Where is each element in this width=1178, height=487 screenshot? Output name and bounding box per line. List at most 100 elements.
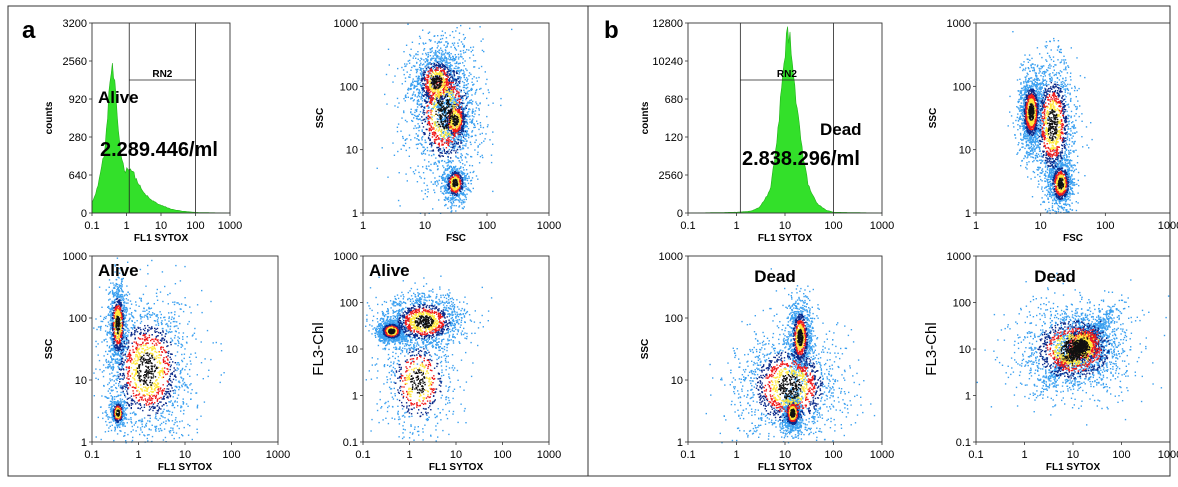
scatter-point [488, 89, 489, 90]
scatter-point [180, 280, 181, 281]
scatter-point [426, 69, 427, 70]
scatter-point [428, 154, 429, 155]
scatter-point [450, 64, 451, 65]
scatter-point [143, 308, 144, 309]
scatter-point [195, 352, 196, 353]
scatter-point [446, 75, 447, 76]
scatter-point [178, 332, 179, 333]
scatter-point [438, 50, 439, 51]
scatter-point [441, 56, 442, 57]
scatter-point [155, 416, 156, 417]
scatter-point [447, 156, 448, 157]
scatter-point [462, 96, 463, 97]
scatter-point [163, 317, 164, 318]
scatter-point [414, 65, 415, 66]
scatter-point [447, 96, 448, 97]
scatter-point [452, 56, 453, 57]
scatter-point [440, 85, 441, 86]
scatter-point [440, 101, 441, 102]
scatter-point [463, 199, 464, 200]
scatter-point [418, 92, 419, 93]
scatter-point [420, 70, 421, 71]
scatter-point [403, 112, 404, 113]
scatter-point [471, 156, 472, 157]
scatter-point [461, 173, 462, 174]
scatter-point [403, 138, 404, 139]
scatter-point [187, 336, 188, 337]
scatter-point [459, 39, 460, 40]
scatter-point [457, 143, 458, 144]
scatter-point [451, 82, 452, 83]
scatter-point [453, 133, 454, 134]
scatter-point [156, 293, 157, 294]
scatter-point [441, 133, 442, 134]
scatter-point [437, 51, 438, 52]
scatter-point [403, 98, 404, 99]
scatter-point [446, 65, 447, 66]
scatter-point [108, 322, 109, 323]
scatter-point [451, 128, 452, 129]
scatter-point [472, 84, 473, 85]
scatter-point [398, 200, 399, 201]
scatter-point [467, 154, 468, 155]
scatter-point [438, 147, 439, 148]
scatter-point [141, 420, 142, 421]
scatter-point [426, 166, 427, 167]
scatter-point [447, 53, 448, 54]
scatter-point [183, 311, 184, 312]
scatter-point [126, 285, 127, 286]
scatter-point [467, 122, 468, 123]
scatter-point [467, 126, 468, 127]
scatter-point [448, 58, 449, 59]
scatter-point [408, 76, 409, 77]
scatter-point [449, 191, 450, 192]
scatter-point [420, 92, 421, 93]
scatter-point [428, 76, 429, 77]
scatter-point [450, 120, 451, 121]
scatter-point [458, 142, 459, 143]
scatter-point [470, 144, 471, 145]
scatter-point [182, 369, 183, 370]
scatter-point [452, 95, 453, 96]
scatter-point [472, 111, 473, 112]
scatter-point [110, 283, 111, 284]
scatter-point [455, 54, 456, 55]
scatter-point [444, 171, 445, 172]
scatter-point [180, 410, 181, 411]
scatter-point [172, 412, 173, 413]
scatter-point [437, 115, 438, 116]
scatter-point [448, 79, 449, 80]
scatter-point [118, 367, 119, 368]
scatter-point [460, 112, 461, 113]
scatter-point [473, 188, 474, 189]
scatter-point [421, 177, 422, 178]
scatter-point [184, 348, 185, 349]
scatter-point [132, 426, 133, 427]
scatter-point [397, 98, 398, 99]
scatter-point [429, 121, 430, 122]
scatter-point [170, 329, 171, 330]
scatter-point [411, 83, 412, 84]
scatter-point [417, 166, 418, 167]
scatter-point [449, 114, 450, 115]
scatter-point [466, 84, 467, 85]
scatter-point [441, 136, 442, 137]
scatter-point [125, 351, 126, 352]
scatter-point [464, 121, 465, 122]
scatter-point [123, 351, 124, 352]
scatter-point [467, 189, 468, 190]
scatter-point [121, 424, 122, 425]
scatter-point [402, 83, 403, 84]
x-tick-label: 0.1 [84, 220, 99, 232]
scatter-point [185, 304, 186, 305]
x-tick-label: 100 [478, 220, 496, 232]
scatter-point [436, 163, 437, 164]
scatter-point [128, 332, 129, 333]
scatter-point [126, 294, 127, 295]
scatter-point [460, 50, 461, 51]
scatter-point [453, 205, 454, 206]
scatter-point [174, 343, 175, 344]
scatter-point [182, 380, 183, 381]
scatter-point [182, 345, 183, 346]
scatter-point [123, 364, 124, 365]
